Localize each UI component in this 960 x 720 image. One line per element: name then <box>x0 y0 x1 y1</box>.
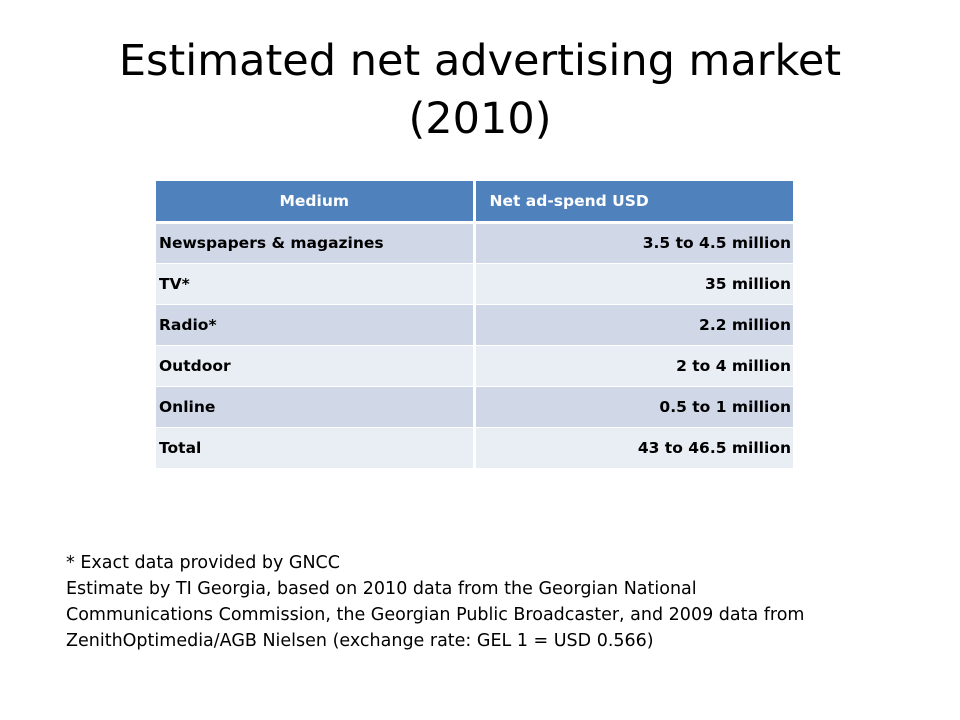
header-net-ad-spend: Net ad-spend USD <box>474 181 793 224</box>
row-spend-cell: 2.2 million <box>474 304 793 346</box>
table-row: Newspapers & magazines 3.5 to 4.5 millio… <box>156 222 793 264</box>
row-medium-cell: Newspapers & magazines <box>156 222 476 264</box>
title-line-1: Estimated net advertising market <box>118 36 842 86</box>
row-medium-cell: Outdoor <box>156 345 476 387</box>
row-spend-cell: 35 million <box>474 263 793 305</box>
slide-title: Estimated net advertising market (2010) <box>60 32 900 148</box>
footnote-line-4: ZenithOptimedia/AGB Nielsen (exchange ra… <box>66 631 654 651</box>
footnote-line-3: Communications Commission, the Georgian … <box>66 605 805 625</box>
footnote-line-1: * Exact data provided by GNCC <box>66 553 340 573</box>
row-medium-cell: TV* <box>156 263 476 305</box>
table-row: Outdoor 2 to 4 million <box>156 345 793 387</box>
row-spend-cell: 3.5 to 4.5 million <box>474 222 793 264</box>
table-row: Online 0.5 to 1 million <box>156 386 793 428</box>
source-footnote: * Exact data provided by GNCC Estimate b… <box>66 550 926 654</box>
table-row: TV* 35 million <box>156 263 793 305</box>
row-spend-cell: 0.5 to 1 million <box>474 386 793 428</box>
header-medium: Medium <box>156 181 476 224</box>
table-header-row: Medium Net ad-spend USD <box>156 181 793 224</box>
row-medium-cell: Total <box>156 427 476 469</box>
table-row-total: Total 43 to 46.5 million <box>156 427 793 469</box>
row-medium-cell: Online <box>156 386 476 428</box>
row-spend-cell: 2 to 4 million <box>474 345 793 387</box>
row-medium-cell: Radio* <box>156 304 476 346</box>
ad-market-table: Medium Net ad-spend USD Newspapers & mag… <box>156 181 793 469</box>
table-row: Radio* 2.2 million <box>156 304 793 346</box>
footnote-line-2: Estimate by TI Georgia, based on 2010 da… <box>66 579 697 599</box>
title-line-2: (2010) <box>408 94 552 144</box>
row-spend-cell: 43 to 46.5 million <box>474 427 793 469</box>
